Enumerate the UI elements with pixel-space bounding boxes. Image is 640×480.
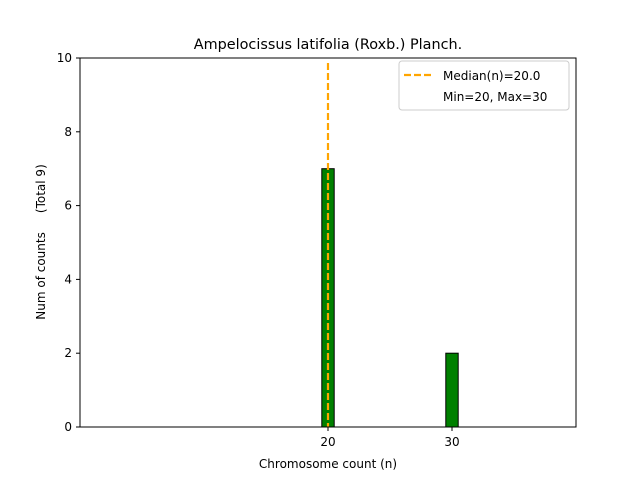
x-axis: 20 30 — [320, 427, 460, 449]
bar-30 — [445, 352, 459, 428]
y-tick-label-4: 4 — [64, 272, 72, 286]
plot-area — [79, 57, 577, 428]
y-axis-label: Num of counts (Total 9) — [34, 164, 48, 319]
y-tick-label-0: 0 — [64, 420, 72, 434]
y-tick-label-8: 8 — [64, 125, 72, 139]
y-tick-label-10: 10 — [57, 51, 72, 65]
x-tick-label-30: 30 — [444, 435, 459, 449]
y-tick-label-6: 6 — [64, 199, 72, 213]
x-axis-label: Chromosome count (n) — [259, 457, 397, 471]
chart-title: Ampelocissus latifolia (Roxb.) Planch. — [194, 37, 462, 53]
legend-median-label: Median(n)=20.0 — [443, 69, 540, 83]
y-tick-label-2: 2 — [64, 346, 72, 360]
x-tick-label-20: 20 — [320, 435, 335, 449]
legend: Median(n)=20.0 Min=20, Max=30 — [398, 60, 570, 111]
y-axis: 0 2 4 6 8 10 — [57, 51, 80, 434]
legend-range-label: Min=20, Max=30 — [443, 90, 547, 104]
legend-box — [398, 60, 570, 111]
